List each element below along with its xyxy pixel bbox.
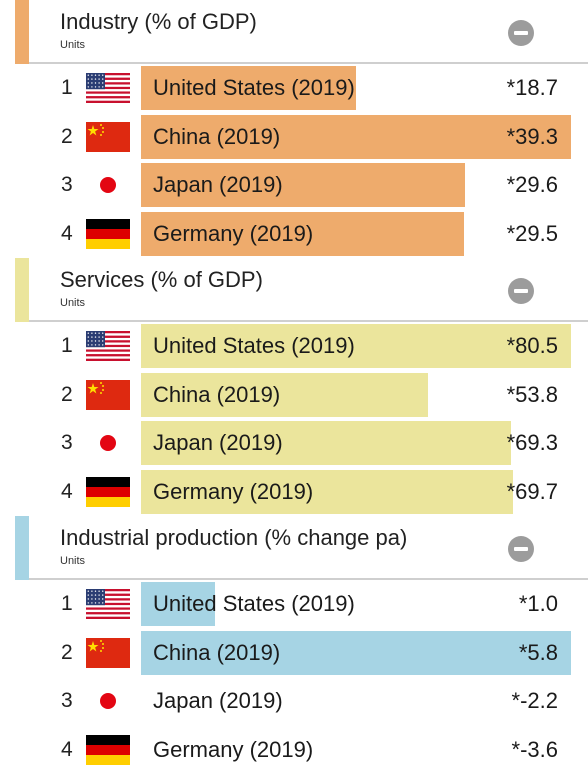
country-label: United States (2019) xyxy=(153,591,355,617)
japan-flag-icon xyxy=(86,170,130,200)
rank-number: 3 xyxy=(61,689,73,713)
value-label: *29.5 xyxy=(507,221,558,247)
rank-number: 4 xyxy=(61,480,73,504)
value-label: *1.0 xyxy=(519,591,558,617)
value-label: *5.8 xyxy=(519,640,558,666)
country-label: Germany (2019) xyxy=(153,479,313,505)
rank-number: 3 xyxy=(61,431,73,455)
rank-number: 1 xyxy=(61,76,73,100)
country-label: China (2019) xyxy=(153,640,280,666)
list-item[interactable]: 2 China (2019) *53.8 xyxy=(0,371,588,420)
section-units: Units xyxy=(60,297,85,309)
country-label: United States (2019) xyxy=(153,75,355,101)
industry-section: Industry (% of GDP) Units 1 United State… xyxy=(0,0,588,258)
us-flag-icon xyxy=(86,73,130,103)
value-label: *80.5 xyxy=(507,333,558,359)
rank-number: 1 xyxy=(61,592,73,616)
list-item[interactable]: 4 Germany (2019) *29.5 xyxy=(0,210,588,259)
collapse-button[interactable] xyxy=(508,536,534,562)
germany-flag-icon xyxy=(86,477,130,507)
list-item[interactable]: 4 Germany (2019) *-3.6 xyxy=(0,726,588,774)
section-title: Services (% of GDP) xyxy=(60,267,263,293)
rank-number: 4 xyxy=(61,738,73,762)
list-item[interactable]: 3 Japan (2019) *29.6 xyxy=(0,161,588,210)
rank-number: 2 xyxy=(61,641,73,665)
value-label: *69.7 xyxy=(507,479,558,505)
list-item[interactable]: 2 China (2019) *5.8 xyxy=(0,629,588,678)
country-label: United States (2019) xyxy=(153,333,355,359)
section-units: Units xyxy=(60,555,85,567)
value-label: *53.8 xyxy=(507,382,558,408)
rank-number: 2 xyxy=(61,125,73,149)
section-title: Industrial production (% change pa) xyxy=(60,525,407,551)
industrial-production-section: Industrial production (% change pa) Unit… xyxy=(0,516,588,774)
japan-flag-icon xyxy=(86,428,130,458)
country-label: China (2019) xyxy=(153,124,280,150)
list-item[interactable]: 1 United States (2019) *1.0 xyxy=(0,580,588,629)
section-header: Services (% of GDP) Units xyxy=(0,258,588,322)
us-flag-icon xyxy=(86,589,130,619)
value-label: *18.7 xyxy=(507,75,558,101)
rank-number: 4 xyxy=(61,222,73,246)
germany-flag-icon xyxy=(86,219,130,249)
value-label: *29.6 xyxy=(507,172,558,198)
country-label: Japan (2019) xyxy=(153,688,283,714)
country-label: Japan (2019) xyxy=(153,172,283,198)
section-header: Industrial production (% change pa) Unit… xyxy=(0,516,588,580)
rank-number: 2 xyxy=(61,383,73,407)
list-item[interactable]: 4 Germany (2019) *69.7 xyxy=(0,468,588,517)
section-accent xyxy=(15,516,29,580)
section-units: Units xyxy=(60,39,85,51)
value-label: *-3.6 xyxy=(512,737,558,763)
value-label: *69.3 xyxy=(507,430,558,456)
section-accent xyxy=(15,0,29,64)
services-section: Services (% of GDP) Units 1 United State… xyxy=(0,258,588,516)
rank-number: 1 xyxy=(61,334,73,358)
china-flag-icon xyxy=(86,638,130,668)
list-item[interactable]: 3 Japan (2019) *-2.2 xyxy=(0,677,588,726)
collapse-button[interactable] xyxy=(508,278,534,304)
value-label: *39.3 xyxy=(507,124,558,150)
us-flag-icon xyxy=(86,331,130,361)
list-item[interactable]: 1 United States (2019) *80.5 xyxy=(0,322,588,371)
list-item[interactable]: 3 Japan (2019) *69.3 xyxy=(0,419,588,468)
section-title: Industry (% of GDP) xyxy=(60,9,257,35)
section-accent xyxy=(15,258,29,322)
country-label: Japan (2019) xyxy=(153,430,283,456)
country-label: China (2019) xyxy=(153,382,280,408)
country-label: Germany (2019) xyxy=(153,221,313,247)
germany-flag-icon xyxy=(86,735,130,765)
collapse-button[interactable] xyxy=(508,20,534,46)
country-label: Germany (2019) xyxy=(153,737,313,763)
china-flag-icon xyxy=(86,380,130,410)
list-item[interactable]: 2 China (2019) *39.3 xyxy=(0,113,588,162)
rank-number: 3 xyxy=(61,173,73,197)
japan-flag-icon xyxy=(86,686,130,716)
value-label: *-2.2 xyxy=(512,688,558,714)
section-header: Industry (% of GDP) Units xyxy=(0,0,588,64)
list-item[interactable]: 1 United States (2019) *18.7 xyxy=(0,64,588,113)
china-flag-icon xyxy=(86,122,130,152)
